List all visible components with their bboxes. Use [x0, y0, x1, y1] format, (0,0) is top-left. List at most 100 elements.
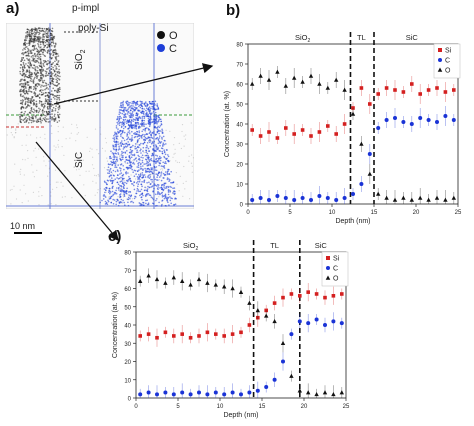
apt-o-atom: [54, 73, 57, 76]
apt-o-atom: [57, 111, 59, 114]
apt-o-atom: [47, 112, 49, 115]
apt-background-atom: [127, 194, 129, 196]
apt-background-atom: [148, 140, 150, 142]
apt-c-atom: [119, 115, 121, 118]
apt-c-atom: [135, 173, 137, 175]
apt-c-atom: [125, 158, 128, 161]
apt-o-atom: [34, 76, 36, 79]
apt-o-atom: [37, 74, 39, 77]
apt-c-atom: [147, 193, 150, 195]
apt-c-atom: [131, 168, 133, 171]
apt-o-atom: [33, 28, 36, 31]
apt-o-atom: [39, 84, 41, 86]
apt-c-atom: [126, 135, 128, 137]
apt-background-atom: [122, 194, 124, 196]
apt-c-atom: [127, 172, 129, 174]
apt-c-atom: [143, 108, 145, 110]
apt-c-atom: [122, 199, 124, 202]
apt-c-atom: [148, 170, 150, 173]
apt-c-atom: [151, 102, 154, 105]
apt-c-atom: [121, 189, 124, 191]
apt-background-atom: [64, 170, 66, 172]
apt-c-atom: [169, 179, 171, 181]
apt-c-atom: [122, 137, 125, 140]
apt-c-atom: [140, 142, 142, 145]
apt-o-atom: [38, 93, 41, 95]
data-point-o: [238, 289, 244, 294]
apt-c-atom: [104, 200, 107, 203]
data-point-si: [314, 292, 319, 296]
apt-c-atom: [133, 175, 136, 177]
apt-c-atom: [149, 120, 152, 122]
data-point-o: [222, 284, 227, 289]
apt-o-atom: [28, 118, 31, 121]
apt-o-atom: [33, 38, 35, 41]
apt-background-atom: [136, 144, 138, 146]
apt-c-atom: [155, 193, 157, 196]
apt-o-atom: [58, 97, 60, 99]
apt-c-atom: [112, 137, 114, 140]
apt-c-atom: [113, 199, 116, 201]
apt-o-atom: [22, 100, 25, 102]
apt-background-atom: [91, 164, 94, 166]
apt-background-atom: [56, 186, 58, 189]
apt-c-atom: [143, 163, 145, 165]
apt-c-atom: [123, 184, 126, 187]
apt-c-atom: [152, 149, 155, 152]
apt-c-atom: [123, 107, 125, 109]
apt-o-atom: [54, 64, 56, 67]
apt-o-atom: [36, 60, 39, 63]
apt-o-atom: [39, 43, 42, 46]
apt-c-atom: [141, 130, 143, 133]
apt-o-atom: [45, 63, 48, 65]
apt-o-atom: [49, 39, 51, 42]
apt-c-atom: [138, 169, 140, 171]
apt-c-atom: [138, 155, 140, 158]
apt-c-atom: [165, 158, 168, 161]
apt-c-atom: [141, 125, 143, 127]
apt-o-atom: [50, 34, 52, 37]
apt-o-atom: [26, 50, 29, 53]
y-tick-label: 40: [124, 324, 131, 330]
apt-background-atom: [130, 174, 132, 176]
apt-o-atom: [52, 83, 55, 86]
legend-label: Si: [445, 48, 452, 55]
apt-o-atom: [48, 103, 51, 105]
apt-o-atom: [22, 44, 25, 46]
apt-o-atom: [26, 76, 28, 78]
apt-c-atom: [146, 142, 149, 144]
data-point-si: [205, 330, 210, 335]
apt-o-atom: [58, 86, 61, 89]
apt-c-atom: [145, 133, 147, 136]
apt-o-atom: [36, 70, 39, 72]
apt-c-atom: [121, 152, 123, 154]
apt-o-atom: [42, 39, 44, 41]
apt-o-atom: [24, 117, 26, 120]
apt-o-atom: [26, 33, 29, 36]
data-point-si: [426, 88, 431, 92]
apt-c-atom: [138, 116, 140, 118]
apt-background-atom: [55, 181, 58, 183]
apt-c-atom: [128, 194, 131, 197]
apt-c-atom: [147, 156, 150, 158]
apt-c-atom: [162, 183, 164, 186]
apt-o-atom: [25, 119, 28, 121]
apt-c-atom: [133, 197, 136, 200]
apt-o-atom: [29, 99, 32, 102]
apt-o-atom: [53, 49, 55, 51]
apt-background-atom: [61, 196, 64, 198]
apt-c-atom: [114, 156, 116, 159]
apt-c-atom: [137, 154, 139, 157]
apt-o-atom: [44, 31, 46, 33]
apt-o-atom: [24, 103, 27, 106]
data-point-o: [280, 340, 286, 346]
apt-o-atom: [31, 115, 34, 118]
apt-c-atom: [163, 143, 165, 146]
apt-c-atom: [105, 189, 107, 192]
apt-c-atom: [121, 140, 123, 142]
apt-o-atom: [23, 121, 26, 123]
apt-background-atom: [137, 134, 139, 137]
apt-c-atom: [145, 154, 147, 157]
apt-o-atom: [56, 81, 59, 84]
apt-c-atom: [167, 197, 170, 199]
